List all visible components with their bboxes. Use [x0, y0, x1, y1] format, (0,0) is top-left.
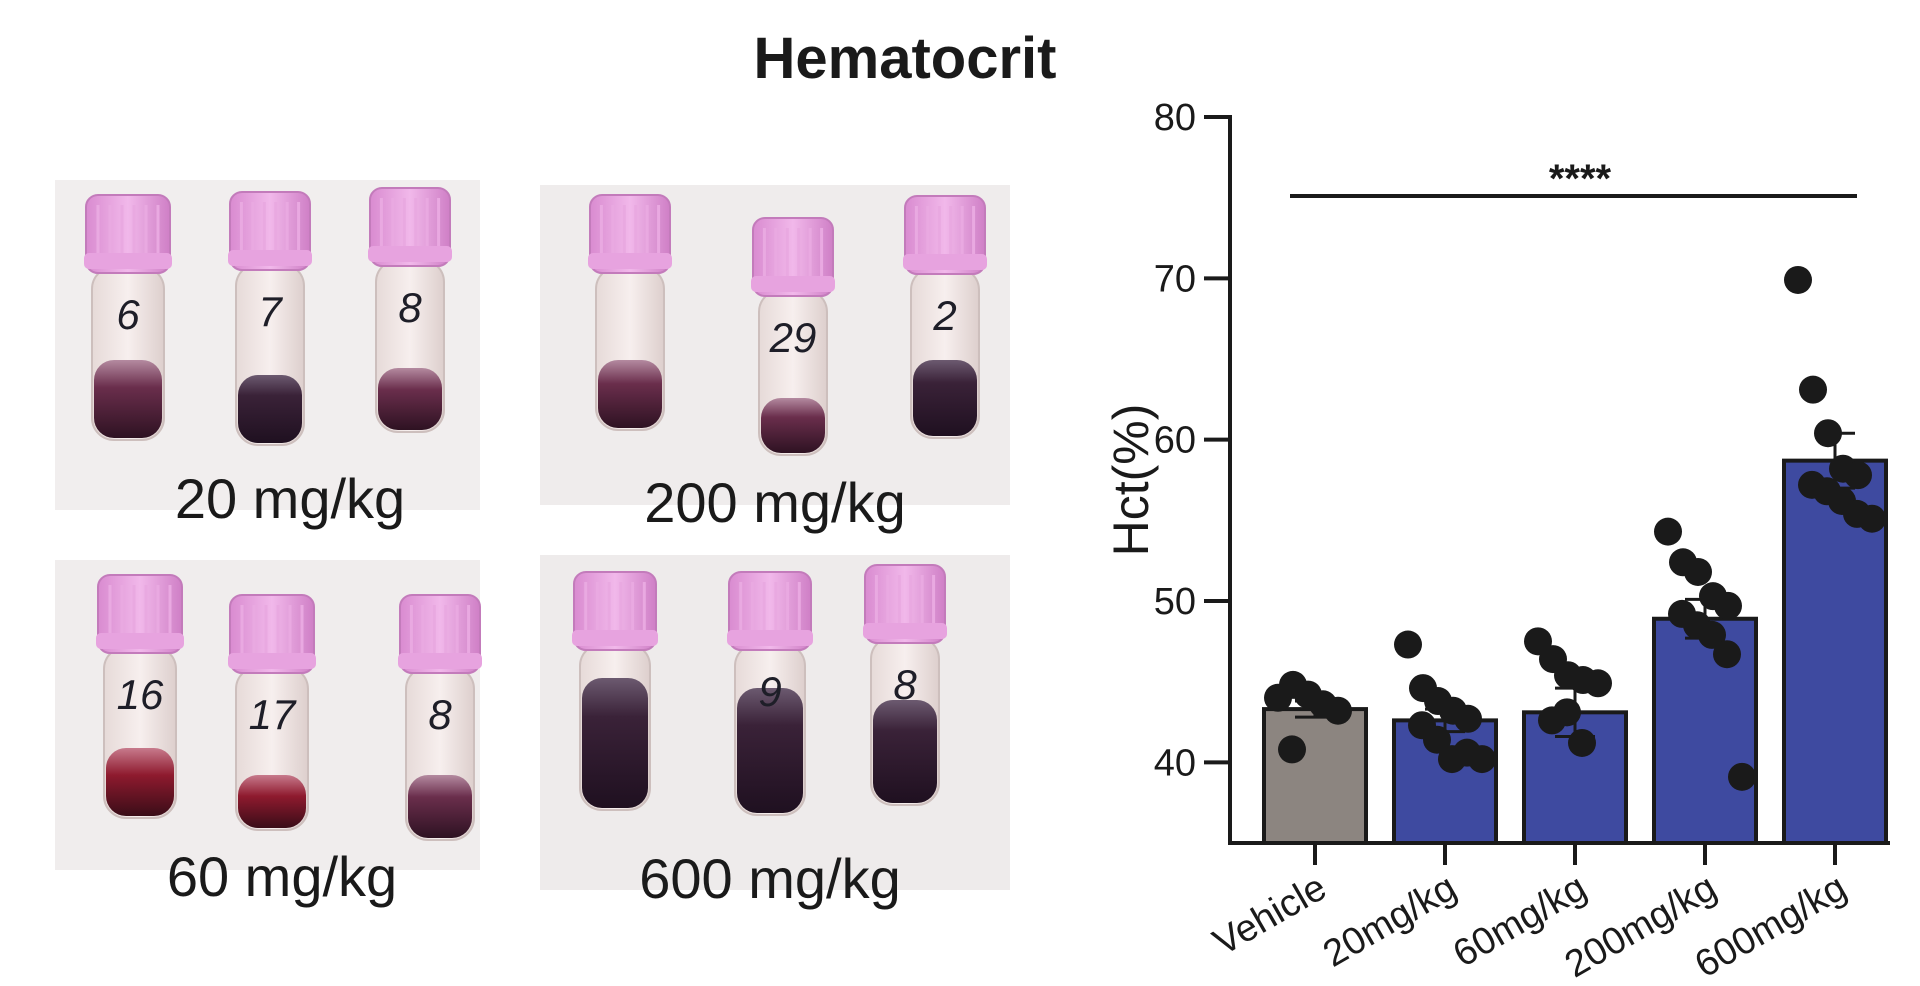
data-point	[1728, 762, 1756, 791]
tube-number: 17	[249, 691, 297, 738]
data-point	[1799, 375, 1827, 404]
blood-column	[408, 775, 472, 838]
blood-column	[873, 700, 937, 803]
blood-column	[582, 678, 648, 808]
cap-rim	[863, 623, 947, 639]
blood-column	[761, 398, 825, 453]
blood-column	[94, 360, 162, 438]
dose-label-200: 200 mg/kg	[644, 471, 906, 534]
y-tick-label: 50	[1154, 581, 1196, 623]
blood-column	[106, 748, 174, 816]
data-point	[1684, 557, 1712, 586]
data-point	[1814, 419, 1842, 448]
sample-tube: 7	[228, 191, 312, 446]
data-point	[1858, 504, 1886, 533]
blood-column	[598, 360, 662, 428]
tube-number: 9	[758, 668, 781, 715]
cap-rim	[588, 253, 672, 269]
hematocrit-chart: 4050607080Vehicle20mg/kg60mg/kg200mg/kg6…	[1103, 97, 1890, 986]
dose-label-20: 20 mg/kg	[175, 467, 405, 530]
x-tick-label: Vehicle	[1206, 866, 1333, 964]
sample-tube: 8	[368, 187, 452, 433]
sample-tube: 8	[863, 564, 947, 806]
sample-tube: 17	[228, 594, 316, 831]
data-point	[1468, 745, 1496, 774]
sample-tube: 8	[398, 594, 482, 841]
data-point	[1584, 669, 1612, 698]
data-point	[1324, 696, 1352, 725]
data-point	[1713, 640, 1741, 669]
data-point	[1714, 591, 1742, 620]
cap-rim	[572, 630, 658, 646]
cap-rim	[84, 253, 172, 269]
data-point	[1278, 735, 1306, 764]
blood-column	[238, 375, 302, 443]
blood-column	[238, 775, 306, 828]
cap-rim	[727, 630, 813, 646]
tube-number: 7	[258, 288, 283, 335]
data-point	[1454, 704, 1482, 733]
tube-number: 16	[117, 671, 164, 718]
cap-rim	[751, 276, 835, 292]
sample-tube: 16	[96, 574, 184, 819]
tube-photo: 6 7 8 29 2 16 17 8 9 8 20 mg/kg 200 mg/kg 60 mg/k…	[55, 180, 1010, 910]
x-tick-label: 20mg/kg	[1316, 866, 1463, 975]
sample-tube: 9	[727, 571, 813, 816]
blood-column	[913, 360, 977, 436]
data-point	[1423, 725, 1451, 754]
dose-label-600: 600 mg/kg	[639, 847, 901, 910]
blood-column	[378, 368, 442, 430]
data-point	[1698, 620, 1726, 649]
cap-rim	[903, 254, 987, 270]
sample-tube: 2	[903, 195, 987, 439]
sample-tube: 29	[751, 217, 835, 456]
bar-vehicle	[1262, 707, 1368, 845]
data-point	[1568, 728, 1596, 757]
sample-tube	[572, 571, 658, 811]
y-tick-label: 70	[1154, 258, 1196, 300]
tube-number: 6	[116, 291, 140, 338]
y-tick-label: 40	[1154, 742, 1196, 784]
cap-rim	[368, 246, 452, 262]
figure-title: Hematocrit	[754, 26, 1057, 91]
cap-rim	[228, 653, 316, 669]
dose-label-60: 60 mg/kg	[167, 845, 397, 908]
cap-rim	[398, 653, 482, 669]
y-axis-title: Hct(%)	[1103, 404, 1159, 557]
cap-rim	[228, 250, 312, 266]
significance-label: ****	[1549, 157, 1612, 201]
data-point	[1654, 517, 1682, 546]
data-point	[1553, 698, 1581, 727]
tube-number: 2	[932, 292, 956, 339]
cap-rim	[96, 633, 184, 649]
tube-number: 8	[428, 691, 452, 738]
tube-number: 8	[893, 661, 917, 708]
y-tick-label: 60	[1154, 420, 1196, 462]
sample-tube	[588, 194, 672, 431]
data-point	[1844, 461, 1872, 490]
blood-column	[737, 688, 803, 813]
data-point	[1394, 630, 1422, 659]
y-tick-label: 80	[1154, 97, 1196, 139]
tube-number: 29	[769, 314, 817, 361]
sample-tube: 6	[84, 194, 172, 441]
data-point	[1784, 265, 1812, 294]
tube-number: 8	[398, 284, 422, 331]
